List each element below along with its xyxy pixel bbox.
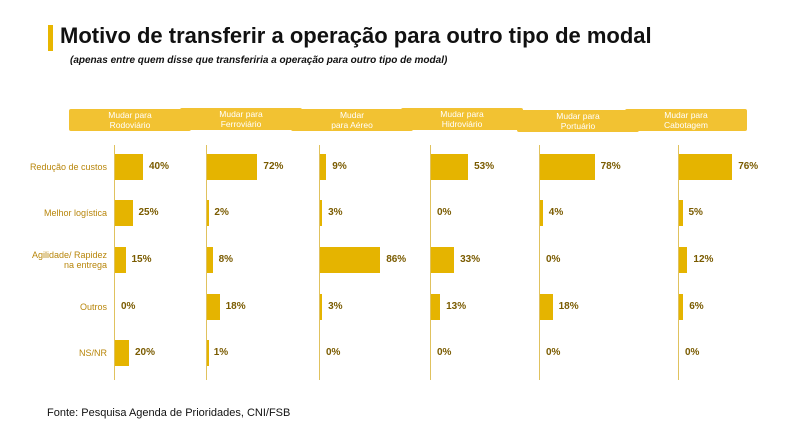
data-label: 4% (548, 207, 564, 218)
bar (540, 154, 595, 180)
chart-title: Motivo de transferir a operação para out… (60, 23, 652, 48)
data-label: 18% (558, 301, 579, 312)
bar (679, 200, 683, 226)
data-label: 0% (437, 207, 452, 218)
series-axis (206, 145, 207, 380)
data-label: 1% (213, 347, 229, 358)
bar (431, 294, 441, 320)
series-axis (319, 145, 320, 380)
data-label: 6% (689, 301, 704, 312)
data-label: 0% (437, 347, 452, 358)
data-label: 20% (135, 347, 156, 358)
series-header: Mudar para Ferroviário (180, 108, 302, 130)
series-axis (430, 145, 431, 380)
row-label: Outros (79, 302, 107, 312)
series-header: Mudar para Cabotagem (625, 109, 747, 131)
data-label: 13% (446, 301, 467, 312)
row-label: Melhor logística (43, 208, 107, 218)
bar (320, 294, 323, 320)
row-label: Redução de custos (29, 162, 107, 172)
data-label: 3% (328, 301, 343, 312)
source-note: Fonte: Pesquisa Agenda de Prioridades, C… (47, 407, 291, 419)
bar (207, 340, 209, 366)
row-label: Agilidade/ Rapidez na entrega (31, 250, 107, 270)
bar (207, 200, 209, 226)
chart-subtitle: (apenas entre quem disse que transferiri… (70, 55, 448, 66)
bar (320, 247, 381, 273)
bar (115, 340, 129, 366)
series-header: Mudar para Portuário (517, 110, 639, 132)
bar (431, 247, 455, 273)
title-accent-bar (48, 25, 53, 51)
series-header: Mudar para Hidroviário (401, 108, 523, 130)
data-label: 2% (214, 207, 229, 218)
data-label: 78% (600, 161, 621, 172)
data-label: 3% (328, 207, 343, 218)
bar (207, 294, 220, 320)
bar (207, 154, 258, 180)
data-label: 40% (149, 161, 170, 172)
data-label: 72% (263, 161, 284, 172)
data-label: 15% (131, 254, 152, 265)
data-label: 0% (546, 347, 561, 358)
series-axis (114, 145, 115, 380)
bar (115, 247, 126, 273)
data-label: 53% (474, 161, 495, 172)
bar (431, 154, 469, 180)
bar (540, 200, 543, 226)
data-label: 18% (225, 301, 246, 312)
data-label: 9% (332, 161, 347, 172)
row-label: NS/NR (78, 348, 107, 358)
bar (320, 154, 327, 180)
bar (540, 294, 553, 320)
data-label: 0% (685, 347, 700, 358)
series-axis (539, 145, 540, 380)
data-label: 0% (121, 301, 136, 312)
series-header: Mudar para Rodoviário (69, 109, 191, 131)
bar (679, 294, 684, 320)
data-label: 8% (218, 254, 234, 265)
bar (679, 247, 688, 273)
data-label: 25% (138, 207, 159, 218)
data-label: 12% (693, 254, 714, 265)
bar (679, 154, 733, 180)
series-header: Mudar para Aéreo (291, 109, 413, 131)
data-label: 33% (460, 254, 481, 265)
bar (115, 154, 143, 180)
bar (320, 200, 323, 226)
bar (115, 200, 133, 226)
data-label: 0% (326, 347, 341, 358)
data-label: 76% (738, 161, 759, 172)
data-label: 0% (546, 254, 561, 265)
data-label: 5% (688, 207, 703, 218)
data-label: 86% (386, 254, 407, 265)
bar (207, 247, 213, 273)
series-axis (678, 145, 679, 380)
